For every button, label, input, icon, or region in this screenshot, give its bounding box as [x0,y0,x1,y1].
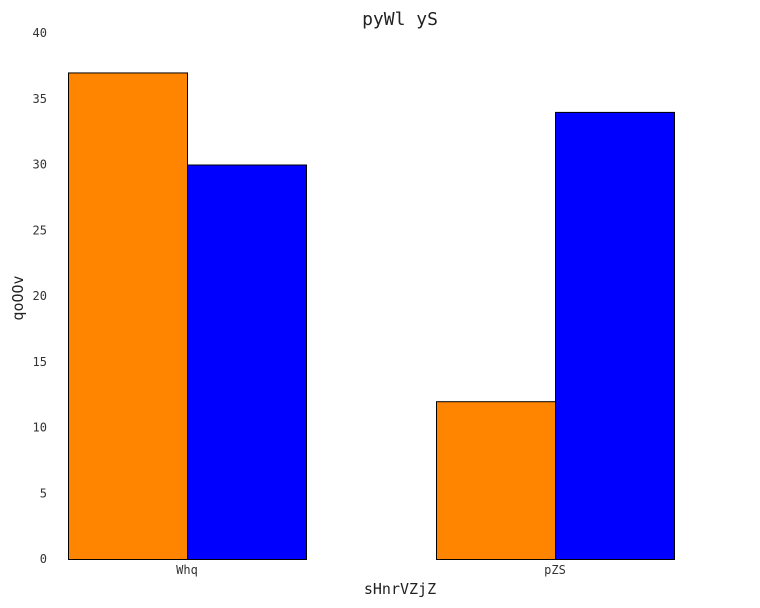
y-tick-label: 40 [33,26,47,40]
bar-Whq-series-2 [187,164,307,560]
y-tick-label: 20 [33,289,47,303]
bar-Whq-series-1 [68,72,188,560]
y-axis-ticks: 0 5 10 15 20 25 30 35 40 [33,26,47,566]
y-tick-label: 5 [40,486,47,500]
chart-title: pyWl yS [362,9,438,30]
y-axis-title: qoOOv [9,275,27,320]
x-axis-ticks: Whq pZS [176,563,566,577]
x-tick-label: pZS [544,563,566,577]
y-tick-label: 0 [40,552,47,566]
bar-pZS-series-2 [555,111,675,561]
y-tick-label: 25 [33,223,47,237]
y-tick-label: 15 [33,355,47,369]
bars-group [68,72,675,561]
y-tick-label: 35 [33,92,47,106]
x-axis-title: sHnrVZjZ [364,580,436,598]
x-tick-label: Whq [176,563,198,577]
bar-pZS-series-1 [436,401,556,561]
y-tick-label: 30 [33,158,47,172]
y-tick-label: 10 [33,421,47,435]
